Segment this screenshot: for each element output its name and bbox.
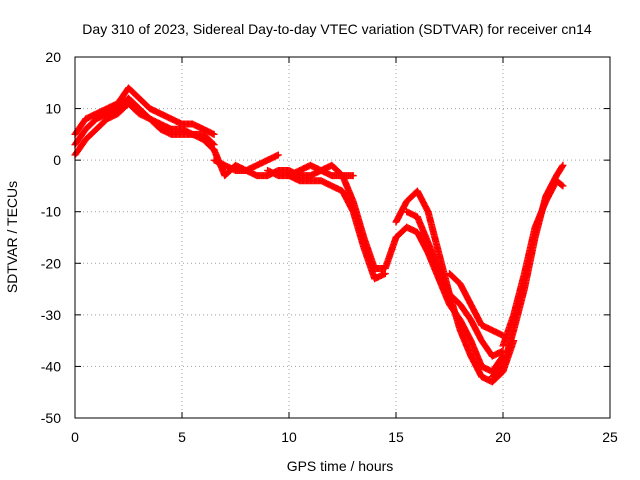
- plot-frame: [74, 56, 611, 419]
- y-tick-label: -30: [41, 307, 61, 323]
- series-track-2: [71, 84, 218, 138]
- chart-title: Day 310 of 2023, Sidereal Day-to-day VTE…: [82, 21, 592, 37]
- y-tick-label: -40: [41, 358, 61, 374]
- data-point: [558, 162, 566, 170]
- data-point: [274, 151, 282, 159]
- x-tick-label: 15: [388, 429, 404, 445]
- series-track-11: [446, 270, 507, 339]
- x-tick-label: 0: [71, 429, 79, 445]
- data-point: [558, 181, 566, 189]
- data-point: [559, 161, 567, 169]
- x-tick-label: 25: [602, 429, 618, 445]
- y-tick-label: 10: [45, 101, 61, 117]
- series-track-6: [264, 161, 400, 272]
- data-point: [559, 182, 567, 190]
- series-track-7: [285, 172, 389, 283]
- series-track-3: [71, 99, 218, 159]
- data-points: [71, 84, 567, 386]
- y-tick-label: -50: [41, 410, 61, 426]
- y-tick-label: 20: [45, 49, 61, 65]
- series-track-13: [499, 177, 567, 350]
- x-tick-label: 10: [281, 429, 297, 445]
- y-axis-label: SDTVAR / TECUs: [4, 181, 20, 293]
- x-tick-label: 20: [495, 429, 511, 445]
- data-point: [209, 140, 217, 148]
- data-point: [381, 270, 389, 278]
- x-tick-label: 5: [178, 429, 186, 445]
- y-tick-label: 0: [53, 152, 61, 168]
- y-tick-label: -20: [41, 255, 61, 271]
- data-point: [210, 130, 218, 138]
- x-axis-label: GPS time / hours: [287, 458, 394, 474]
- data-point: [349, 172, 357, 180]
- y-tick-label: -10: [41, 204, 61, 220]
- series-track-10: [403, 208, 507, 360]
- axis-ticks: 0 5 10 15 20 25 -50 -40 -30 -20 -10 0 10 20: [41, 49, 618, 445]
